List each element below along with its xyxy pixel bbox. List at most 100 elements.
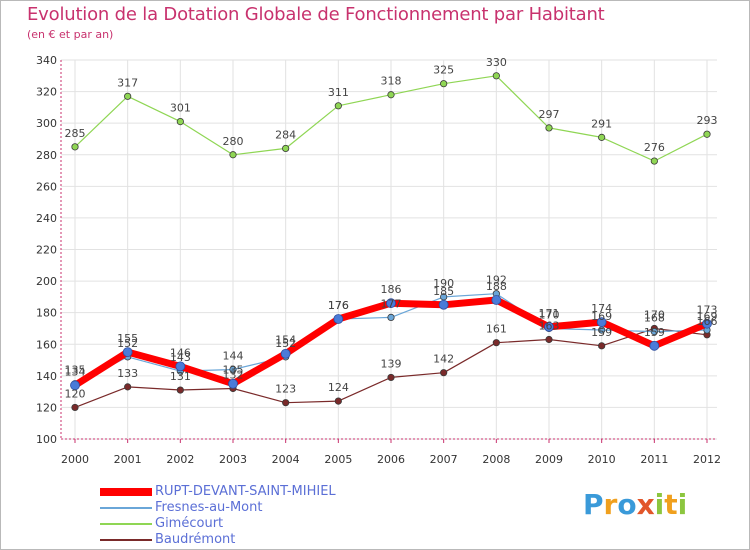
data-label: 318: [381, 75, 402, 88]
y-tick-label: 280: [36, 149, 57, 162]
data-label: 317: [117, 76, 138, 89]
y-tick-label: 240: [36, 212, 57, 225]
y-tick-label: 180: [36, 307, 57, 320]
data-label: 276: [644, 141, 665, 154]
data-point: [176, 117, 184, 126]
data-point: [440, 80, 448, 88]
x-tick-label: 2010: [588, 453, 616, 466]
data-point: [124, 383, 132, 391]
data-point: [176, 386, 184, 394]
data-label: 311: [328, 86, 349, 99]
data-label: 293: [697, 114, 718, 127]
y-tick-label: 320: [36, 86, 57, 99]
data-label: 284: [275, 128, 296, 141]
data-label: 139: [381, 357, 402, 370]
data-label: 120: [65, 387, 86, 400]
data-label: 142: [433, 353, 454, 366]
data-point: [438, 299, 449, 310]
data-point: [71, 143, 79, 151]
data-point: [175, 361, 186, 372]
data-point: [122, 347, 133, 358]
data-label: 170: [644, 308, 665, 321]
chart-subtitle: (en € et par an): [27, 28, 114, 41]
data-point: [387, 373, 395, 382]
x-tick-label: 2001: [114, 453, 142, 466]
data-label: 123: [275, 383, 296, 396]
data-label: 171: [539, 307, 560, 320]
data-label: 168: [644, 312, 665, 325]
data-label: 152: [275, 337, 296, 350]
data-point: [544, 321, 554, 332]
legend-label: Fresnes-au-Mont: [155, 500, 263, 515]
data-label: 135: [65, 364, 86, 377]
data-label: 154: [275, 334, 296, 347]
logo-letter: P: [583, 488, 604, 521]
data-label: 161: [486, 323, 507, 336]
data-point: [229, 365, 237, 374]
data-label: 190: [433, 277, 454, 290]
data-label: 173: [697, 304, 718, 317]
data-point: [334, 397, 342, 405]
data-point: [282, 399, 290, 407]
proxiti-logo: Proxiti: [583, 488, 687, 521]
data-point: [280, 348, 291, 359]
data-label: 169: [591, 310, 612, 323]
legend-label: Baudrémont: [155, 532, 236, 547]
data-point: [124, 92, 132, 100]
x-tick-label: 2007: [430, 453, 458, 466]
legend-swatch: [100, 539, 152, 541]
logo-letter: t: [664, 488, 678, 521]
data-label: 301: [170, 102, 191, 115]
data-label: 131: [170, 370, 191, 383]
x-tick-label: 2004: [272, 453, 300, 466]
data-point: [333, 314, 344, 324]
logo-letter: x: [636, 488, 655, 521]
data-point: [598, 342, 606, 350]
data-label: 144: [223, 350, 244, 363]
data-point: [282, 144, 290, 153]
legend-swatch: [100, 523, 152, 525]
x-tick-label: 2005: [324, 453, 352, 466]
x-tick-label: 2006: [377, 453, 405, 466]
data-point: [492, 72, 500, 80]
x-tick-label: 2009: [535, 453, 563, 466]
data-label: 186: [381, 283, 402, 296]
data-label: 280: [223, 135, 244, 148]
y-tick-label: 200: [36, 275, 57, 288]
data-point: [491, 295, 502, 305]
data-point: [545, 124, 553, 132]
legend-swatch: [100, 488, 152, 496]
data-label: 124: [328, 381, 349, 394]
y-tick-label: 260: [36, 180, 57, 193]
data-point: [598, 133, 606, 141]
data-label: 132: [223, 368, 244, 381]
x-tick-label: 2008: [482, 453, 510, 466]
data-label: 166: [697, 315, 718, 328]
data-label: 159: [644, 326, 665, 339]
data-point: [228, 378, 238, 389]
x-tick-label: 2000: [61, 453, 89, 466]
data-point: [70, 380, 80, 391]
data-point: [387, 313, 395, 322]
legend-swatch: [100, 507, 152, 509]
y-tick-label: 340: [36, 54, 57, 67]
y-tick-label: 300: [36, 117, 57, 130]
data-label: 143: [170, 351, 191, 364]
data-label: 176: [328, 299, 349, 312]
data-label: 330: [486, 56, 507, 69]
data-label: 152: [117, 337, 138, 350]
data-label: 325: [433, 64, 454, 77]
data-label: 170: [539, 308, 560, 321]
data-label: 134: [65, 365, 86, 378]
data-label: 176: [328, 299, 349, 312]
x-tick-label: 2002: [166, 453, 194, 466]
data-point: [387, 91, 395, 99]
data-point: [71, 403, 79, 412]
chart-title: Evolution de la Dotation Globale de Fonc…: [27, 4, 605, 25]
data-label: 135: [223, 364, 244, 377]
logo-letter: i: [677, 488, 688, 521]
data-label: 163: [539, 320, 560, 333]
x-tick-label: 2011: [640, 453, 668, 466]
logo-letter: o: [617, 488, 637, 521]
